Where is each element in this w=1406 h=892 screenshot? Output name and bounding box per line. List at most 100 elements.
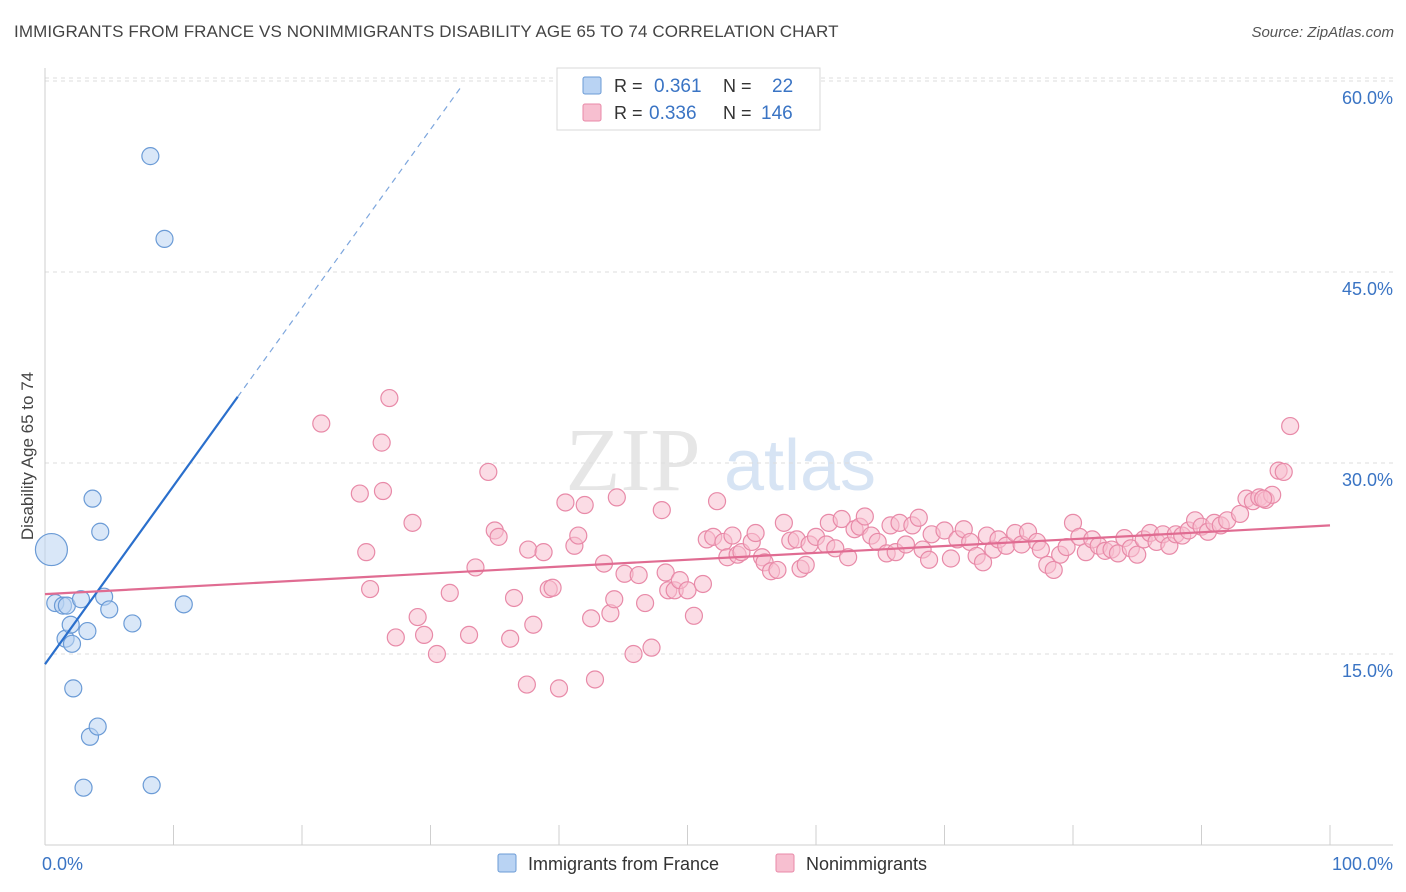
x-tick-label-100: 100.0%	[1332, 854, 1393, 874]
legend-swatch-nonimmigrants	[775, 853, 795, 873]
nonimmigrants-point-108	[1044, 560, 1063, 580]
nonimmigrants-point-15	[479, 462, 498, 482]
immigrants-point-8	[71, 590, 91, 609]
x-tick-label-0: 0.0%	[42, 854, 83, 874]
nonimmigrants-point-36	[607, 488, 626, 507]
nonimmigrants-point-97	[973, 553, 993, 572]
watermark-atlas: atlas	[724, 426, 876, 506]
immigrants-point-16	[100, 600, 119, 619]
trend-line-nonimmigrants	[44, 524, 1331, 596]
immigrants-point-17	[123, 614, 142, 633]
nonimmigrants-point-14	[466, 558, 485, 577]
nonimmigrants-point-42	[652, 501, 671, 520]
nonimmigrants-point-52	[707, 492, 727, 511]
nonimmigrants-point-27	[556, 493, 575, 512]
trend-lines	[44, 84, 1331, 665]
nonimmigrants-point-8	[403, 513, 422, 532]
stats-legend: R = 0.361 N = 22 R = 0.336 N = 146	[556, 67, 821, 131]
legend-label-nonimmigrants: Nonimmigrants	[806, 854, 927, 874]
nonimmigrants-point-64	[774, 513, 793, 532]
immigrants-point-20	[155, 229, 174, 248]
nonimmigrants-point-106	[1031, 540, 1050, 559]
nonimmigrants-point-25	[543, 578, 562, 597]
nonimmigrants-point-87	[909, 508, 928, 527]
nonimmigrants-point-5	[373, 481, 393, 501]
nonimmigrants-point-3	[361, 579, 380, 599]
immigrants-point-19	[142, 776, 161, 795]
nonimmigrants-point-89	[919, 550, 939, 569]
nonimmigrants-point-78	[855, 507, 874, 526]
nonimmigrants-point-39	[629, 565, 648, 585]
stats-n-label-pink: N =	[723, 103, 752, 123]
nonimmigrants-point-29	[569, 526, 588, 545]
stats-r-value-pink: 0.336	[649, 103, 697, 124]
nonimmigrants-point-59	[746, 523, 765, 543]
nonimmigrants-point-9	[408, 607, 427, 627]
nonimmigrants-point-30	[575, 495, 594, 515]
series-legend: Immigrants from France Nonimmigrants	[497, 853, 927, 874]
legend-label-immigrants: Immigrants from France	[528, 854, 719, 874]
stats-n-value-blue: 22	[772, 76, 793, 97]
stats-swatch-pink	[582, 103, 602, 122]
y-tick-labels: 60.0% 45.0% 30.0% 15.0%	[1342, 88, 1393, 681]
immigrants-point-6	[62, 634, 82, 653]
stats-r-label-blue: R =	[614, 76, 643, 96]
immigrants-point-5	[61, 615, 80, 634]
nonimmigrants-point-11	[427, 644, 447, 664]
immigrants-point-9	[74, 778, 93, 797]
nonimmigrants-point-75	[839, 548, 858, 567]
nonimmigrants-point-7	[386, 628, 405, 647]
nonimmigrants-point-143	[1274, 462, 1293, 482]
nonimmigrants-point-4	[372, 433, 391, 452]
nonimmigrants-point-2	[357, 543, 376, 562]
nonimmigrants-point-1	[350, 484, 369, 503]
nonimmigrants-point-21	[519, 540, 538, 559]
nonimmigrants-point-49	[693, 574, 713, 594]
nonimmigrants-point-85	[896, 535, 916, 554]
nonimmigrants-point-144	[1281, 416, 1300, 436]
nonimmigrants-point-23	[534, 543, 553, 562]
y-tick-label-45: 45.0%	[1342, 279, 1393, 299]
immigrants-point-14	[91, 522, 110, 541]
nonimmigrants-point-38	[624, 644, 643, 664]
immigrants-point-12	[83, 489, 102, 508]
nonimmigrants-point-22	[524, 615, 543, 634]
trend-line-immigrants-extension	[237, 84, 464, 398]
stats-n-label-blue: N =	[723, 76, 752, 96]
nonimmigrants-point-35	[605, 590, 624, 609]
stats-n-value-pink: 146	[761, 103, 793, 124]
nonimmigrants-point-10	[414, 625, 434, 645]
y-tick-label-30: 30.0%	[1342, 470, 1393, 490]
nonimmigrants-point-20	[517, 675, 536, 694]
immigrants-point-18	[141, 147, 160, 166]
immigrants-point-13	[88, 717, 107, 736]
y-tick-label-15: 15.0%	[1342, 661, 1393, 681]
y-tick-label-60: 60.0%	[1342, 88, 1393, 108]
nonimmigrants-point-6	[380, 388, 399, 408]
stats-r-value-blue: 0.361	[654, 76, 702, 97]
gridlines	[45, 77, 1393, 655]
nonimmigrants-point-26	[549, 679, 569, 698]
immigrants-point-7	[64, 679, 83, 698]
series-nonimmigrants-points	[312, 388, 1300, 698]
nonimmigrants-point-18	[501, 629, 520, 648]
nonimmigrants-point-40	[635, 593, 655, 613]
nonimmigrants-point-0	[312, 414, 331, 433]
series-immigrants-points	[34, 147, 193, 797]
nonimmigrants-point-92	[941, 549, 961, 568]
trend-line-immigrants	[44, 396, 239, 665]
nonimmigrants-point-13	[459, 625, 479, 645]
nonimmigrants-point-63	[768, 560, 787, 580]
nonimmigrants-point-32	[585, 670, 605, 689]
nonimmigrants-point-12	[440, 583, 459, 602]
nonimmigrants-point-74	[832, 509, 851, 529]
legend-swatch-immigrants	[497, 853, 517, 873]
stats-r-label-pink: R =	[614, 103, 643, 123]
nonimmigrants-point-43	[656, 563, 675, 582]
y-axis-label: Disability Age 65 to 74	[18, 372, 37, 540]
nonimmigrants-point-136	[1230, 504, 1250, 524]
nonimmigrants-point-121	[1128, 545, 1147, 564]
immigrants-point-21	[174, 595, 193, 614]
nonimmigrants-point-145	[1254, 489, 1273, 508]
